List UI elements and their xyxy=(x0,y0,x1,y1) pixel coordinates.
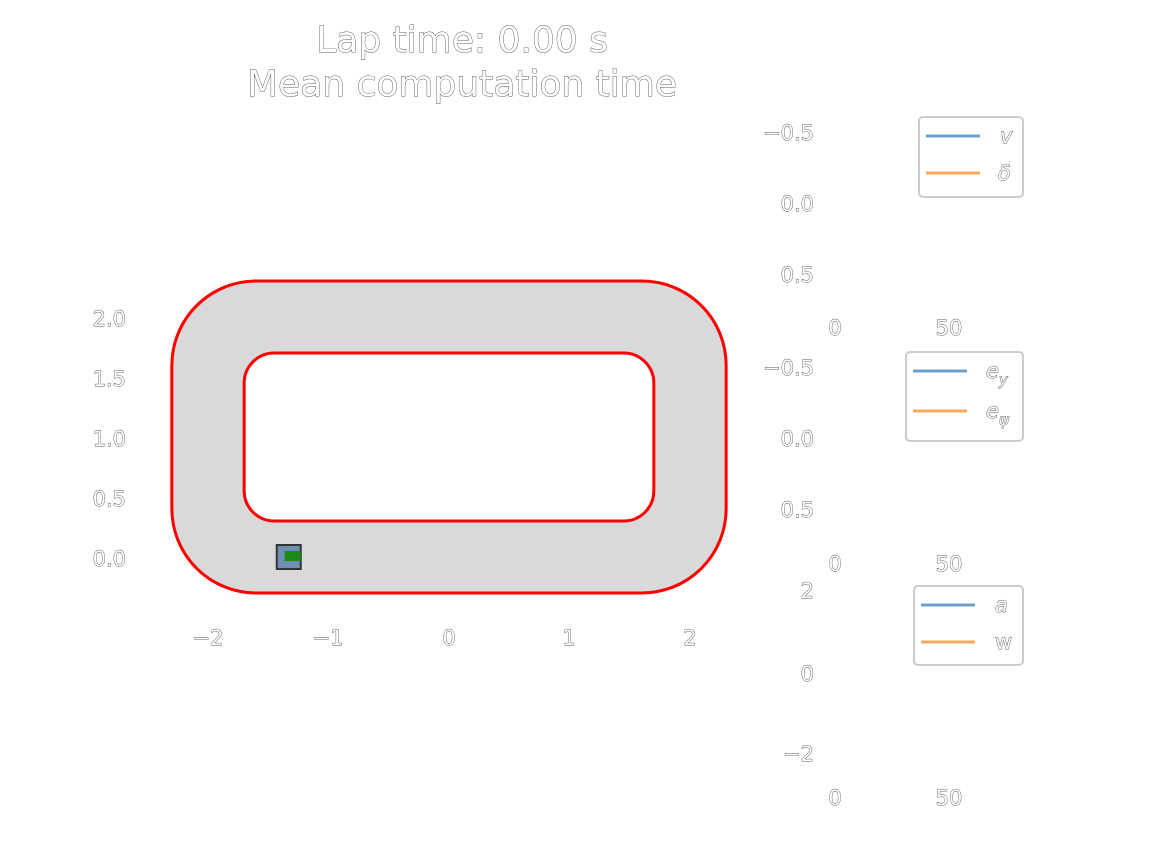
track-y-tick: 0.5 xyxy=(93,487,126,511)
legend-label-w: w xyxy=(995,630,1012,654)
errors-x-tick: 50 xyxy=(936,552,963,576)
title-computation-time: Mean computation time xyxy=(247,64,677,105)
track-x-tick: 0 xyxy=(442,626,455,650)
track-y-tick: 1.0 xyxy=(93,427,126,451)
inputs-legend: a w xyxy=(913,585,1024,666)
inputs-x-tick: 0 xyxy=(828,786,841,810)
errors-x-tick: 0 xyxy=(828,552,841,576)
track-x-tick: 1 xyxy=(562,626,575,650)
track-y-tick: 1.5 xyxy=(93,367,126,391)
inputs-y-tick: −2 xyxy=(783,742,814,766)
title-lap-time: Lap time: 0.00 s xyxy=(316,20,608,61)
inputs-plot: 2 0 −2 0 50 a w xyxy=(783,579,1024,810)
errors-y-tick: −0.5 xyxy=(763,356,814,380)
states-x-tick: 50 xyxy=(936,316,963,340)
track-plot: 2.0 1.5 1.0 0.5 0.0 −2 −1 0 1 2 xyxy=(92,279,728,650)
track-x-tick: −2 xyxy=(193,626,224,650)
states-x-tick: 0 xyxy=(828,316,841,340)
outer-boundary-line xyxy=(170,279,728,595)
errors-y-tick: 0.5 xyxy=(781,498,814,522)
inputs-y-tick: 0 xyxy=(801,662,814,686)
track-surface xyxy=(171,281,727,593)
legend-label-epsi-main: e xyxy=(986,399,999,423)
track-y-tick: 2.0 xyxy=(93,307,126,331)
legend-label-ey-sub: y xyxy=(998,371,1009,389)
states-legend: v δ xyxy=(918,116,1024,198)
car-heading-marker xyxy=(284,551,301,561)
track-x-tick: −1 xyxy=(313,626,344,650)
errors-legend: ey eψ xyxy=(905,351,1024,442)
states-y-tick: 0.5 xyxy=(781,263,814,287)
errors-y-tick: 0.0 xyxy=(781,427,814,451)
inner-boundary-line xyxy=(242,351,656,523)
states-y-tick: 0.0 xyxy=(781,192,814,216)
errors-plot: −0.5 0.0 0.5 0 50 ey eψ xyxy=(763,351,1024,576)
legend-label-v: v xyxy=(1000,124,1013,148)
legend-frame xyxy=(905,351,1024,442)
track-y-tick: 0.0 xyxy=(93,547,126,571)
states-plot: −0.5 0.0 0.5 0 50 v δ xyxy=(763,116,1024,340)
legend-label-a: a xyxy=(995,593,1008,617)
inputs-x-tick: 50 xyxy=(936,786,963,810)
legend-label-delta: δ xyxy=(998,161,1011,185)
legend-label-ey: ey xyxy=(986,359,1009,389)
legend-label-epsi-sub: ψ xyxy=(999,411,1010,429)
legend-label-epsi: eψ xyxy=(986,399,1010,429)
inputs-y-tick: 2 xyxy=(801,579,814,603)
legend-label-ey-main: e xyxy=(986,359,999,383)
states-y-tick: −0.5 xyxy=(763,121,814,145)
track-x-tick: 2 xyxy=(683,626,696,650)
